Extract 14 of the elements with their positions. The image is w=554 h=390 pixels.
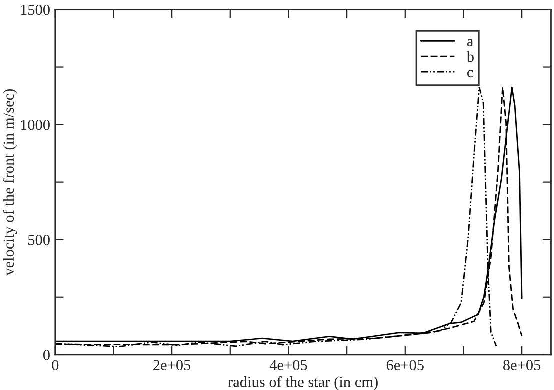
y-axis-title: velocity of the front (in m/sec) (3, 89, 18, 276)
x-tick-label: 6e+05 (386, 360, 424, 371)
legend-label: c (467, 70, 474, 78)
x-tick-label: 8e+05 (503, 360, 541, 371)
legend-label: b (466, 51, 474, 62)
y-tick-label: 0 (43, 350, 50, 360)
x-tick-label: 4e+05 (270, 360, 308, 371)
y-tick-label: 1000 (21, 120, 50, 130)
legend-label: a (467, 39, 474, 47)
x-tick-label: 2e+05 (154, 360, 191, 371)
x-axis-title: radius of the star (in cm) (228, 376, 378, 390)
y-tick-label: 1500 (21, 4, 50, 16)
x-tick-label: 0 (52, 360, 59, 371)
y-tick-label: 500 (28, 234, 50, 246)
